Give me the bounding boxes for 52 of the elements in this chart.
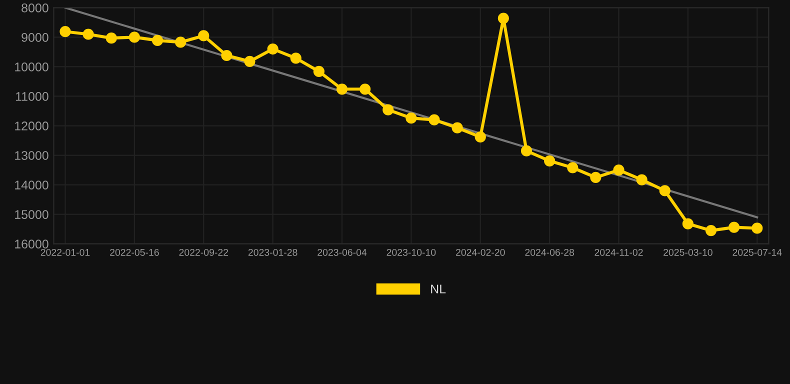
point bbox=[360, 84, 371, 95]
y-tick-label: 11000 bbox=[16, 92, 48, 101]
x-tick-label: 2022-05-16 bbox=[110, 248, 159, 256]
point bbox=[428, 114, 440, 126]
y-tick-label: 9000 bbox=[22, 33, 48, 42]
x-tick-label: 2024-02-20 bbox=[456, 248, 505, 256]
point bbox=[198, 30, 210, 42]
point bbox=[336, 84, 348, 95]
legend-label: NL bbox=[431, 284, 446, 294]
point bbox=[290, 52, 302, 64]
point bbox=[382, 104, 394, 116]
x-tick-label: 2024-06-28 bbox=[525, 248, 574, 256]
point bbox=[682, 218, 694, 230]
x-tick-label: 2023-10-10 bbox=[386, 248, 436, 256]
point bbox=[520, 145, 532, 156]
point bbox=[590, 172, 602, 183]
point bbox=[175, 36, 186, 48]
point bbox=[474, 131, 486, 143]
x-tick-label: 2023-06-04 bbox=[318, 248, 367, 256]
point bbox=[244, 56, 256, 67]
x-tick-label: 2022-09-22 bbox=[179, 248, 228, 256]
point bbox=[613, 164, 624, 176]
y-tick-label: 16000 bbox=[15, 240, 48, 248]
point bbox=[452, 122, 463, 134]
point bbox=[128, 32, 140, 43]
y-tick-label: 12000 bbox=[15, 122, 48, 130]
point bbox=[406, 112, 417, 124]
point bbox=[636, 174, 648, 186]
point bbox=[106, 32, 117, 44]
point bbox=[60, 26, 71, 38]
y-tick-label: 14000 bbox=[15, 180, 48, 190]
point bbox=[82, 28, 94, 40]
point bbox=[705, 225, 717, 236]
point bbox=[728, 222, 740, 233]
point bbox=[752, 222, 763, 234]
point bbox=[313, 66, 324, 77]
y-tick-label: 15000 bbox=[15, 210, 48, 219]
x-tick-label: 2024-11-02 bbox=[594, 248, 643, 256]
x-tick-label: 2023-01-28 bbox=[248, 248, 298, 256]
x-tick-label: 2022-01-01 bbox=[40, 248, 90, 256]
point bbox=[152, 34, 164, 46]
point bbox=[267, 43, 278, 55]
point bbox=[498, 12, 510, 24]
y-tick-label: 8000 bbox=[22, 3, 48, 12]
point bbox=[659, 185, 670, 196]
y-tick-label: 13000 bbox=[15, 151, 48, 160]
x-tick-label: 2025-07-14 bbox=[732, 248, 782, 256]
point bbox=[544, 155, 556, 166]
y-tick-label: 10000 bbox=[15, 62, 48, 72]
point bbox=[567, 162, 578, 174]
point bbox=[221, 50, 232, 62]
x-tick-label: 2025-03-10 bbox=[664, 248, 712, 256]
